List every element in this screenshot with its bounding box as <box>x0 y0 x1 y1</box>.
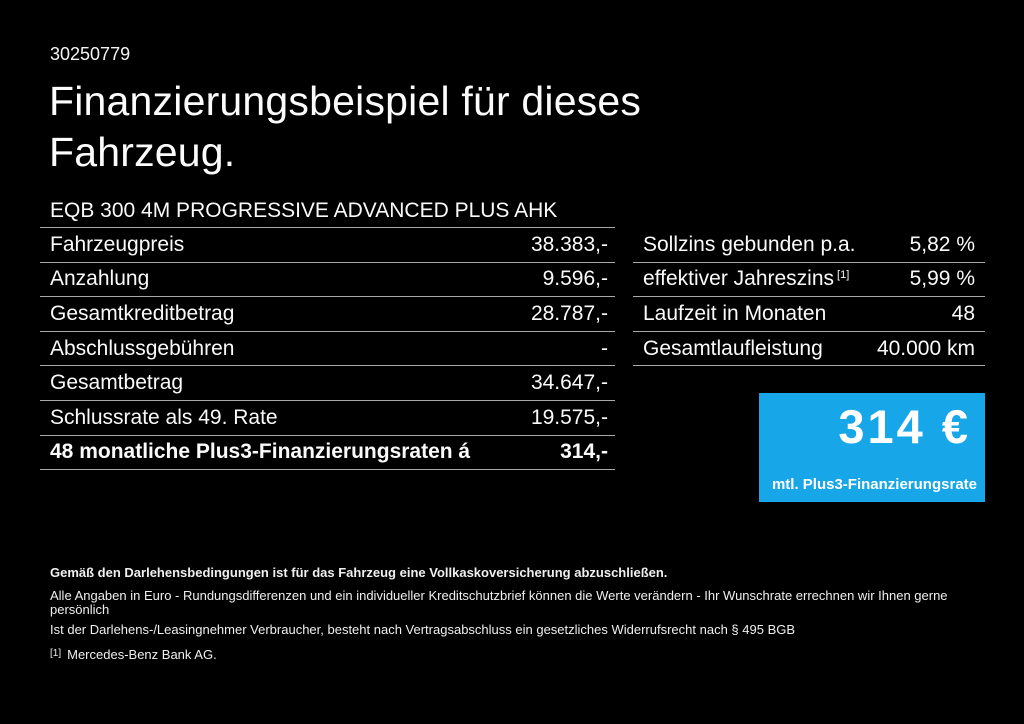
bank-footnote: [1] Mercedes-Benz Bank AG. <box>50 647 985 662</box>
finance-row-anzahlung: Anzahlung 9.596,- <box>40 263 615 298</box>
condition-row-label: Gesamtlaufleistung <box>643 336 823 360</box>
finance-row-label: Gesamtbetrag <box>50 371 184 395</box>
finance-row-label: 48 monatliche Plus3-Finanzierungsraten á <box>50 440 471 464</box>
monthly-rate-box: 314 € mtl. Plus3-Finanzierungsrate <box>759 393 985 502</box>
condition-row-laufzeit: Laufzeit in Monaten 48 <box>633 297 985 332</box>
finance-row-label: Fahrzeugpreis <box>50 232 185 256</box>
finance-row-gesamtkreditbetrag: Gesamtkreditbetrag 28.787,- <box>40 297 615 332</box>
finance-row-value: 28.787,- <box>530 301 608 325</box>
condition-row-value: 40.000 km <box>876 336 975 360</box>
condition-row-label-text: effektiver Jahreszins <box>643 267 835 291</box>
footnote-marker: [1] <box>837 269 850 282</box>
finance-row-abschlussgebuehren: Abschlussgebühren - <box>40 332 615 367</box>
finance-row-gesamtbetrag: Gesamtbetrag 34.647,- <box>40 366 615 401</box>
finance-row-value: 9.596,- <box>542 267 608 291</box>
finance-table: Fahrzeugpreis 38.383,- Anzahlung 9.596,-… <box>40 228 615 471</box>
bank-footnote-text: Mercedes-Benz Bank AG. <box>67 647 217 662</box>
condition-row-sollzins: Sollzins gebunden p.a. 5,82 % <box>633 228 985 263</box>
condition-row-value: 5,82 % <box>909 232 975 256</box>
conditions-table: Sollzins gebunden p.a. 5,82 % effektiver… <box>633 228 985 367</box>
doc-number: 30250779 <box>50 44 131 64</box>
condition-row-label: Laufzeit in Monaten <box>643 301 827 325</box>
condition-row-effektiver-jahreszins: effektiver Jahreszins [1] 5,99 % <box>633 263 985 298</box>
footnote-marker: [1] <box>50 648 62 659</box>
finance-row-schlussrate: Schlussrate als 49. Rate 19.575,- <box>40 401 615 436</box>
page-title: Finanzierungsbeispiel für dieses Fahrzeug… <box>49 76 641 178</box>
finance-row-value: 34.647,- <box>530 371 608 395</box>
finance-row-value: 314,- <box>560 440 608 464</box>
values-note: Alle Angaben in Euro - Rundungsdifferenz… <box>50 588 948 617</box>
finance-row-value: - <box>601 336 608 360</box>
finance-row-fahrzeugpreis: Fahrzeugpreis 38.383,- <box>40 228 615 263</box>
insurance-note: Gemäß den Darlehensbedingungen ist für d… <box>50 565 668 580</box>
finance-row-label: Anzahlung <box>50 267 150 291</box>
condition-row-label: Sollzins gebunden p.a. <box>643 232 856 256</box>
footer-disclaimer: Gemäß den Darlehensbedingungen ist für d… <box>50 566 985 662</box>
condition-row-gesamtlaufleistung: Gesamtlaufleistung 40.000 km <box>633 332 985 367</box>
page-title-line2: Fahrzeug. <box>49 129 236 175</box>
finance-row-value: 38.383,- <box>530 232 608 256</box>
withdrawal-note: Ist der Darlehens-/Leasingnehmer Verbrau… <box>50 622 796 637</box>
condition-row-value: 5,99 % <box>909 267 975 291</box>
condition-row-value: 48 <box>951 301 975 325</box>
condition-row-label: effektiver Jahreszins [1] <box>633 267 849 291</box>
finance-row-label: Abschlussgebühren <box>50 336 235 360</box>
finance-row-label: Gesamtkreditbetrag <box>50 301 235 325</box>
rate-amount: 314 € <box>838 400 971 453</box>
finance-row-monatsraten: 48 monatliche Plus3-Finanzierungsraten á… <box>40 436 615 471</box>
finance-row-label: Schlussrate als 49. Rate <box>50 405 278 429</box>
vehicle-model-header: EQB 300 4M PROGRESSIVE ADVANCED PLUS AHK <box>40 197 615 228</box>
finance-row-value: 19.575,- <box>530 405 608 429</box>
page-title-line1: Finanzierungsbeispiel für dieses <box>49 78 642 124</box>
rate-caption: mtl. Plus3-Finanzierungsrate <box>771 476 977 493</box>
